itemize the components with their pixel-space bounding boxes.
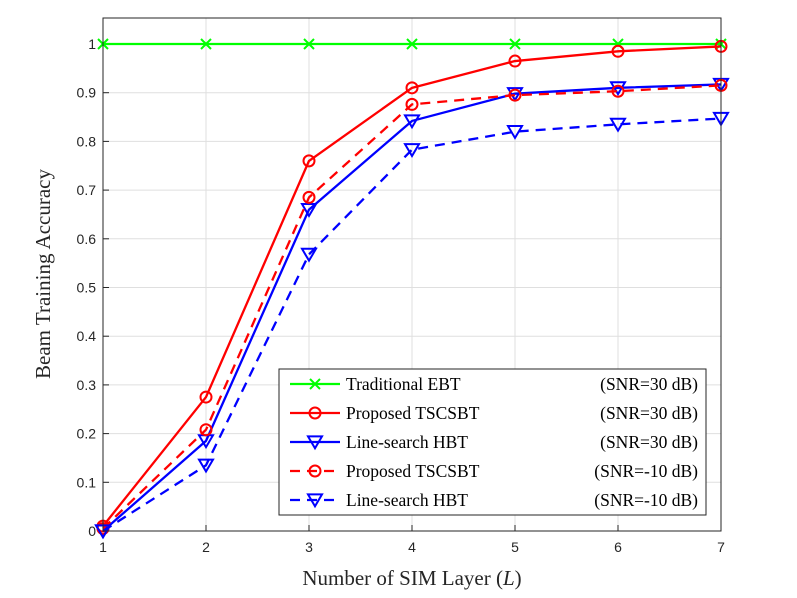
legend-label-3: Proposed TSCSBT: [346, 461, 480, 481]
y-tick-label-6: 0.6: [77, 231, 97, 247]
legend-snr-0: (SNR=30 dB): [600, 374, 698, 394]
x-axis-label-text: Number of SIM Layer (: [302, 566, 503, 590]
series-1-point-1: [199, 390, 213, 404]
series-group: [94, 38, 730, 540]
legend-snr-2: (SNR=30 dB): [600, 432, 698, 452]
series-3-point-1: [199, 423, 213, 437]
legend-snr-4: (SNR=-10 dB): [594, 490, 698, 510]
series-2-point-2: [300, 202, 318, 218]
series-3-point-4: [508, 88, 522, 102]
series-1-point-2: [302, 154, 316, 168]
x-tick-label-3: 4: [408, 539, 416, 555]
x-tick-label-0: 1: [99, 539, 107, 555]
series-2-point-4: [506, 87, 524, 102]
series-4-line: [102, 117, 722, 532]
legend-label-4: Line-search HBT: [346, 490, 468, 510]
y-tick-label-1: 0.1: [77, 474, 97, 490]
series-1-point-4: [508, 54, 522, 68]
y-tick-label-10: 1: [88, 36, 96, 52]
y-tick-label-3: 0.3: [77, 377, 97, 393]
series-1-point-3: [405, 81, 419, 95]
series-1-point-5: [611, 44, 625, 58]
series-0: [97, 38, 727, 50]
legend-snr-3: (SNR=-10 dB): [594, 461, 698, 481]
series-3-point-3: [405, 97, 419, 111]
y-tick-label-5: 0.5: [77, 280, 97, 296]
series-3-point-5: [611, 84, 625, 98]
series-0-point-1: [200, 38, 212, 50]
series-4-point-4: [506, 125, 524, 140]
legend-label-2: Line-search HBT: [346, 432, 468, 452]
y-axis-label: Beam Training Accuracy: [31, 169, 55, 379]
x-tick-label-5: 6: [614, 539, 622, 555]
legend-marker-3: [308, 464, 322, 478]
series-0-point-3: [406, 38, 418, 50]
y-tick-label-7: 0.7: [77, 182, 97, 198]
x-tick-label-2: 3: [305, 539, 313, 555]
series-0-point-2: [303, 38, 315, 50]
x-axis-label-end: ): [515, 566, 522, 590]
series-4-point-5: [609, 117, 627, 133]
series-2-line: [102, 83, 722, 532]
series-4-point-1: [197, 458, 215, 474]
y-tick-label-2: 0.2: [77, 426, 97, 442]
series-3-line: [102, 84, 722, 530]
y-tick-label-4: 0.4: [77, 328, 97, 344]
x-axis-label: Number of SIM Layer (L): [302, 566, 521, 590]
legend-marker-0: [309, 378, 321, 390]
legend-snr-1: (SNR=30 dB): [600, 403, 698, 423]
series-0-point-4: [509, 38, 521, 50]
legend-label-0: Traditional EBT: [346, 374, 461, 394]
legend-marker-2: [306, 435, 324, 451]
axis-ticks: 1 2 3 4 5 6 7 0 0.1 0.2 0.3 0.4 0.5 0.6 0.7 0.8 0.9 1: [77, 36, 726, 555]
legend: Traditional EBT (SNR=30 dB) Proposed TSCSB…: [278, 368, 707, 516]
series-3-point-2: [302, 190, 316, 204]
series-4-point-2: [300, 247, 318, 263]
series-1-line: [102, 45, 722, 527]
legend-label-1: Proposed TSCSBT: [346, 403, 480, 423]
series-2-point-3: [403, 114, 421, 130]
y-tick-label-9: 0.9: [77, 85, 97, 101]
y-tick-label-0: 0: [88, 523, 96, 539]
y-tick-label-8: 0.8: [77, 133, 97, 149]
x-tick-label-6: 7: [717, 539, 725, 555]
x-tick-label-1: 2: [202, 539, 210, 555]
plot-frame: [102, 17, 722, 532]
series-4-point-3: [403, 143, 421, 158]
legend-marker-1: [308, 406, 322, 420]
legend-marker-4: [306, 493, 324, 509]
x-tick-label-4: 5: [511, 539, 519, 555]
legend-box: [278, 368, 707, 516]
x-axis-label-var: L: [502, 566, 515, 590]
series-4: [94, 111, 730, 540]
